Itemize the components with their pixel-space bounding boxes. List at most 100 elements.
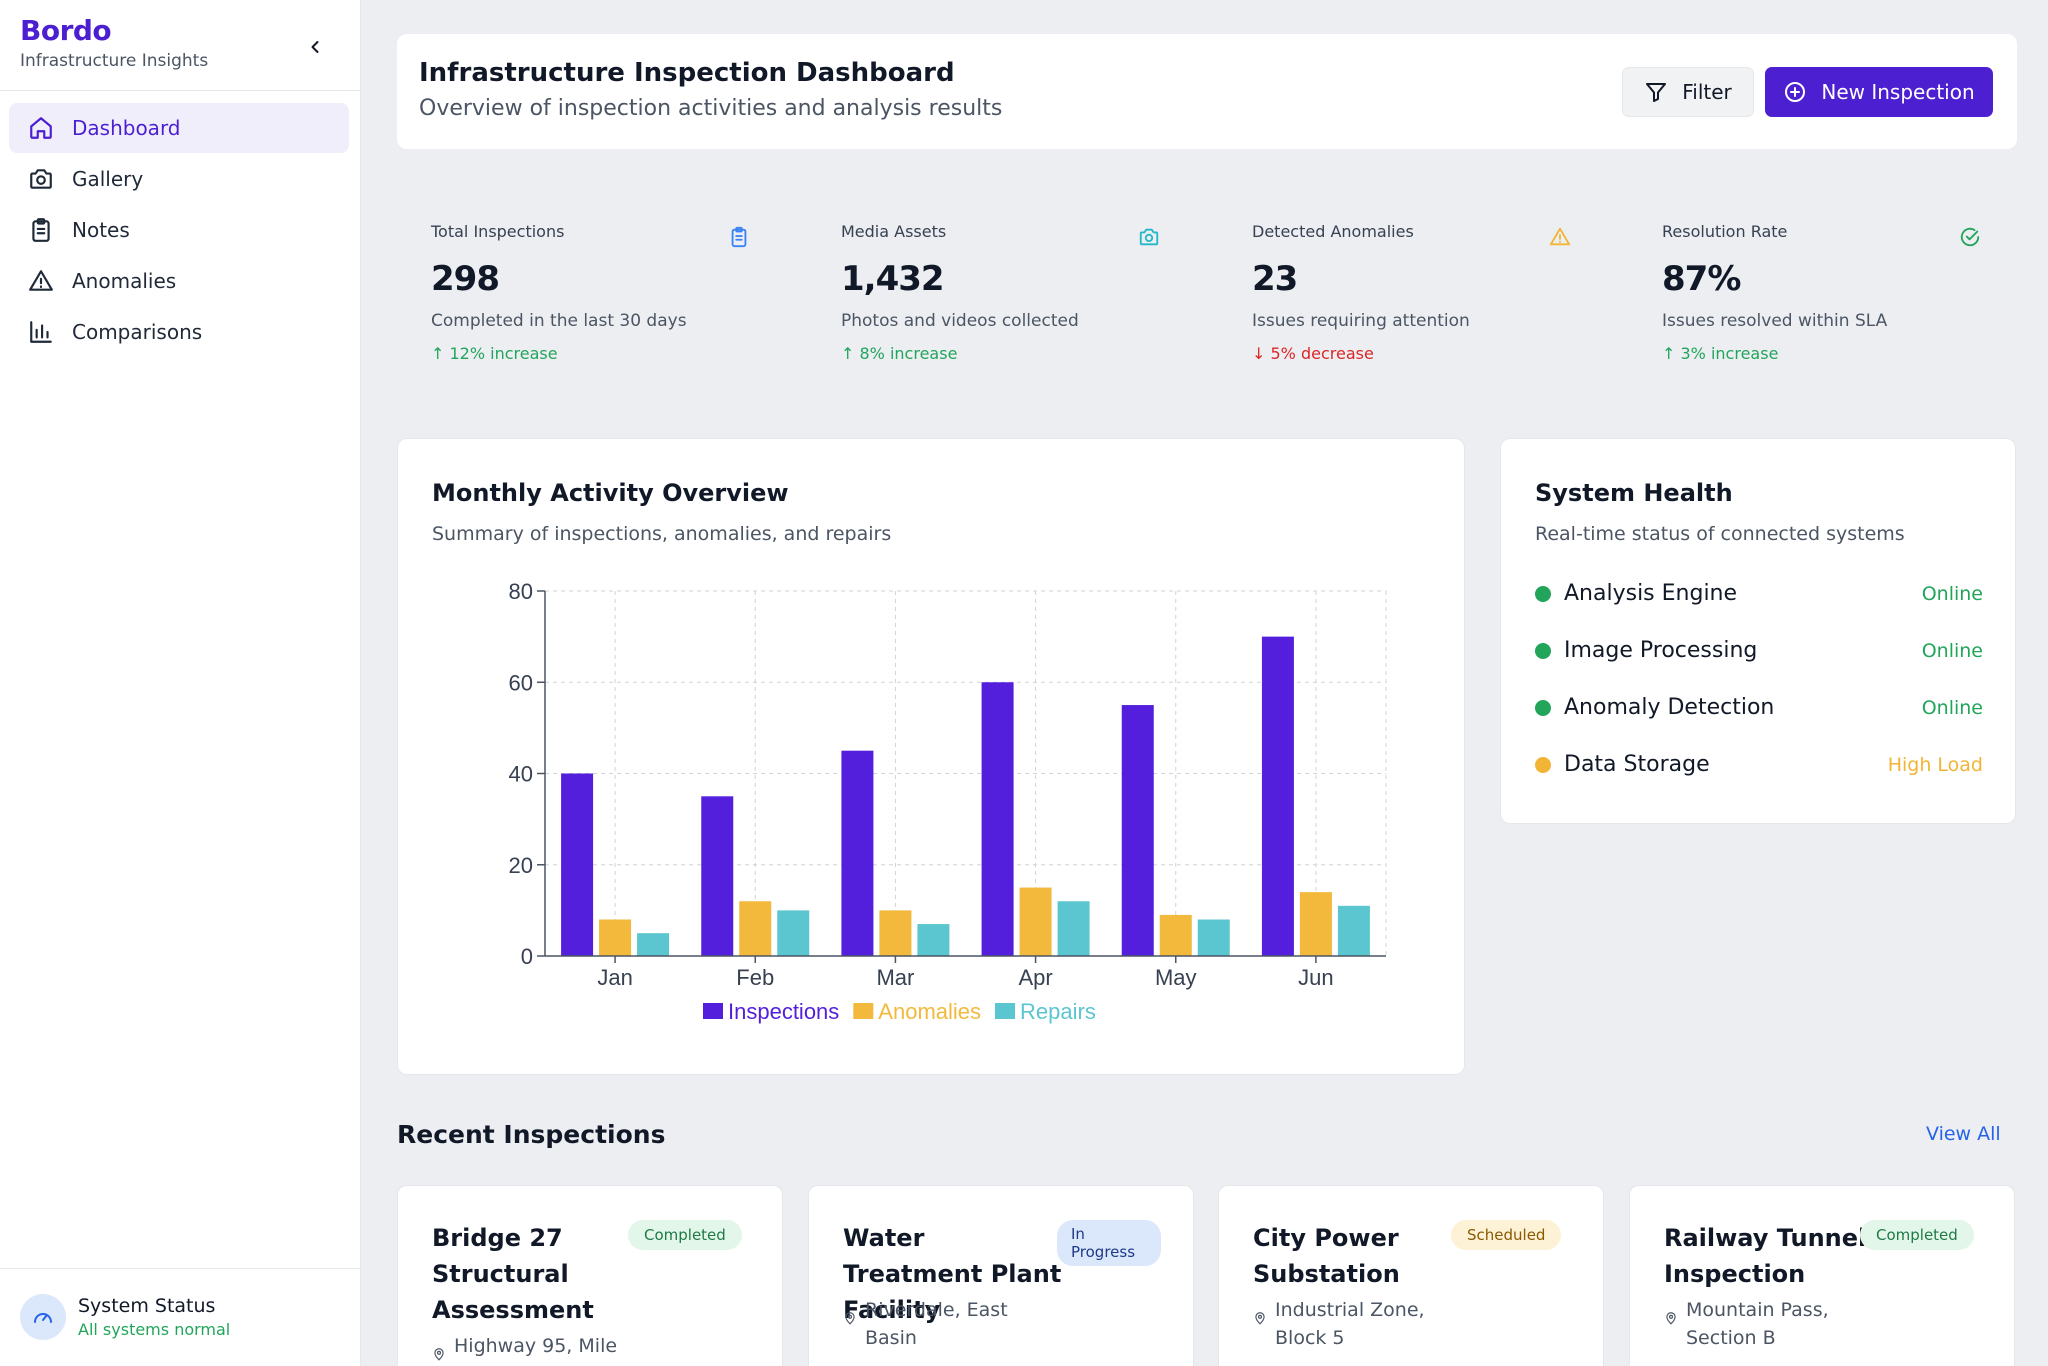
health-state: Online: [1921, 639, 1983, 662]
x-tick-label: Jun: [1298, 965, 1333, 990]
sidebar-item-label: Comparisons: [72, 320, 203, 344]
inspection-title: Bridge 27 Structural Assessment: [432, 1224, 594, 1324]
stat-trend: ↑ 12% increase: [431, 344, 761, 363]
sidebar-item-gallery[interactable]: Gallery: [9, 154, 349, 204]
arrow-up-icon: ↑: [431, 344, 450, 363]
map-pin-icon: [845, 1312, 855, 1325]
inspection-card[interactable]: Water Treatment Plant Facility In Progre…: [808, 1185, 1194, 1366]
chevron-left-icon: [311, 41, 319, 53]
stat-label: Media Assets: [841, 222, 947, 241]
inspection-location: Mountain Pass, Section B: [1664, 1296, 1864, 1352]
sidebar-item-comparisons[interactable]: Comparisons: [9, 307, 349, 357]
sidebar-item-notes[interactable]: Notes: [9, 205, 349, 255]
clipboard-icon: [728, 226, 750, 252]
collapse-sidebar-button[interactable]: [298, 30, 332, 64]
health-row: Analysis Engine Online: [1535, 565, 1983, 622]
system-health-card: System Health Real-time status of connec…: [1500, 438, 2016, 824]
camera-icon: [27, 165, 55, 193]
bar-inspections: [1261, 636, 1294, 956]
brand: Bordo Infrastructure Insights: [20, 14, 208, 71]
map-pin-icon: [1255, 1312, 1265, 1325]
camera-icon: [1138, 226, 1160, 252]
stat-trend: ↑ 8% increase: [841, 344, 1171, 363]
bar-inspections: [841, 750, 874, 956]
stat-trend-text: 3% increase: [1680, 344, 1779, 363]
y-tick-label: 40: [509, 762, 533, 787]
x-tick-label: Apr: [1018, 965, 1052, 990]
stat-resolution-rate: Resolution Rate 87% Issues resolved with…: [1662, 222, 1992, 363]
status-dot: [1535, 756, 1551, 773]
legend-label: Inspections: [728, 999, 839, 1024]
health-name: Data Storage: [1564, 752, 1710, 777]
sidebar-item-label: Dashboard: [72, 116, 181, 140]
legend-swatch: [995, 1003, 1016, 1019]
sidebar-item-anomalies[interactable]: Anomalies: [9, 256, 349, 306]
stat-label: Total Inspections: [431, 222, 565, 241]
x-tick-label: Feb: [736, 965, 774, 990]
brand-tagline: Infrastructure Insights: [20, 51, 209, 71]
legend-label: Anomalies: [878, 999, 981, 1024]
x-tick-label: Jan: [597, 965, 632, 990]
stat-trend: ↑ 3% increase: [1662, 344, 1992, 363]
inspection-card[interactable]: City Power Substation Scheduled Industri…: [1218, 1185, 1604, 1366]
new-inspection-label: New Inspection: [1821, 80, 1975, 104]
map-pin-icon: [434, 1348, 444, 1361]
x-tick-label: Mar: [876, 965, 914, 990]
inspection-location: Industrial Zone, Block 5: [1253, 1296, 1453, 1352]
x-tick-label: May: [1155, 965, 1197, 990]
health-list: Analysis Engine Online Image Processing …: [1535, 565, 1983, 793]
legend-swatch: [853, 1003, 874, 1019]
page-subtitle: Overview of inspection activities and an…: [419, 96, 1003, 121]
new-inspection-button[interactable]: New Inspection: [1765, 67, 1993, 117]
chart-card-title: Monthly Activity Overview: [432, 479, 789, 507]
alert-triangle-icon: [27, 267, 55, 295]
bar-chart-icon: [27, 318, 55, 346]
status-badge: In Progress: [1057, 1220, 1161, 1266]
stat-trend-text: 12% increase: [449, 344, 558, 363]
bar-anomalies: [599, 919, 632, 956]
filter-button[interactable]: Filter: [1622, 67, 1754, 117]
stat-value: 1,432: [841, 259, 945, 299]
header-card: Infrastructure Inspection Dashboard Over…: [397, 34, 2017, 149]
bar-inspections: [561, 773, 594, 956]
health-row: Image Processing Online: [1535, 622, 1983, 679]
map-pin-icon: [1666, 1312, 1676, 1325]
health-name: Image Processing: [1564, 638, 1758, 663]
arrow-up-icon: ↑: [841, 344, 860, 363]
stat-media-assets: Media Assets 1,432 Photos and videos col…: [841, 222, 1171, 363]
stat-trend: ↓ 5% decrease: [1252, 344, 1582, 363]
health-state: Online: [1921, 696, 1983, 719]
bar-anomalies: [1299, 892, 1332, 956]
inspection-card[interactable]: Bridge 27 Structural Assessment Complete…: [397, 1185, 783, 1366]
view-all-link[interactable]: View All: [1926, 1123, 2001, 1145]
bar-inspections: [981, 682, 1014, 956]
y-tick-label: 60: [509, 670, 533, 695]
inspection-card[interactable]: Railway Tunnel Inspection Completed Moun…: [1629, 1185, 2015, 1366]
status-dot: [1535, 699, 1551, 716]
monthly-activity-chart: 0 20 40 60 80 Jan Feb Mar Apr May Jun Inspections An…: [509, 579, 1387, 1024]
bar-repairs: [777, 910, 810, 956]
bar-anomalies: [1159, 914, 1192, 956]
check-circle-icon: [1959, 226, 1981, 252]
inspection-location-text: Highway 95, Mile: [454, 1335, 618, 1357]
alert-triangle-icon: [1549, 226, 1571, 252]
brand-name: Bordo: [20, 14, 112, 47]
status-badge: Completed: [1860, 1220, 1974, 1250]
recent-inspections-title: Recent Inspections: [397, 1120, 666, 1149]
health-state: High Load: [1887, 753, 1983, 776]
health-state: Online: [1921, 582, 1983, 605]
inspection-title: Railway Tunnel Inspection: [1664, 1224, 1867, 1288]
legend-swatch: [703, 1003, 723, 1019]
sidebar-item-label: Anomalies: [72, 269, 177, 293]
chart-card-subtitle: Summary of inspections, anomalies, and r…: [432, 523, 892, 545]
bar-anomalies: [879, 910, 912, 956]
stat-label: Detected Anomalies: [1252, 222, 1414, 241]
legend-label: Repairs: [1020, 999, 1096, 1024]
sidebar-bottom-divider: [0, 1268, 361, 1269]
status-badge: Scheduled: [1451, 1220, 1562, 1250]
y-tick-label: 20: [509, 853, 533, 878]
sidebar-item-dashboard[interactable]: Dashboard: [9, 103, 349, 153]
health-row: Anomaly Detection Online: [1535, 679, 1983, 736]
bar-repairs: [1337, 905, 1370, 956]
stat-value: 23: [1252, 259, 1298, 299]
